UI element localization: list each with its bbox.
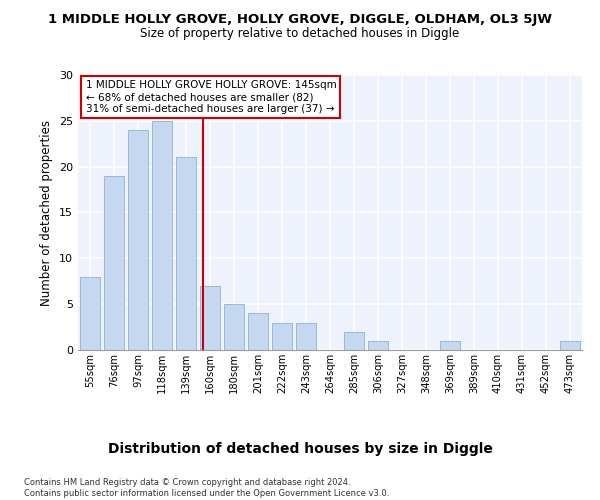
Bar	[344, 332, 364, 350]
Y-axis label: Number of detached properties: Number of detached properties	[40, 120, 53, 306]
Bar	[176, 158, 196, 350]
Bar	[368, 341, 388, 350]
Text: Size of property relative to detached houses in Diggle: Size of property relative to detached ho…	[140, 28, 460, 40]
Bar	[248, 314, 268, 350]
Text: Contains HM Land Registry data © Crown copyright and database right 2024.
Contai: Contains HM Land Registry data © Crown c…	[24, 478, 389, 498]
Bar	[104, 176, 124, 350]
Text: Distribution of detached houses by size in Diggle: Distribution of detached houses by size …	[107, 442, 493, 456]
Bar	[560, 341, 580, 350]
Text: 1 MIDDLE HOLLY GROVE, HOLLY GROVE, DIGGLE, OLDHAM, OL3 5JW: 1 MIDDLE HOLLY GROVE, HOLLY GROVE, DIGGL…	[48, 12, 552, 26]
Bar	[80, 276, 100, 350]
Bar	[272, 322, 292, 350]
Text: 1 MIDDLE HOLLY GROVE HOLLY GROVE: 145sqm
← 68% of detached houses are smaller (8: 1 MIDDLE HOLLY GROVE HOLLY GROVE: 145sqm…	[86, 80, 337, 114]
Bar	[200, 286, 220, 350]
Bar	[296, 322, 316, 350]
Bar	[128, 130, 148, 350]
Bar	[152, 121, 172, 350]
Bar	[224, 304, 244, 350]
Bar	[440, 341, 460, 350]
